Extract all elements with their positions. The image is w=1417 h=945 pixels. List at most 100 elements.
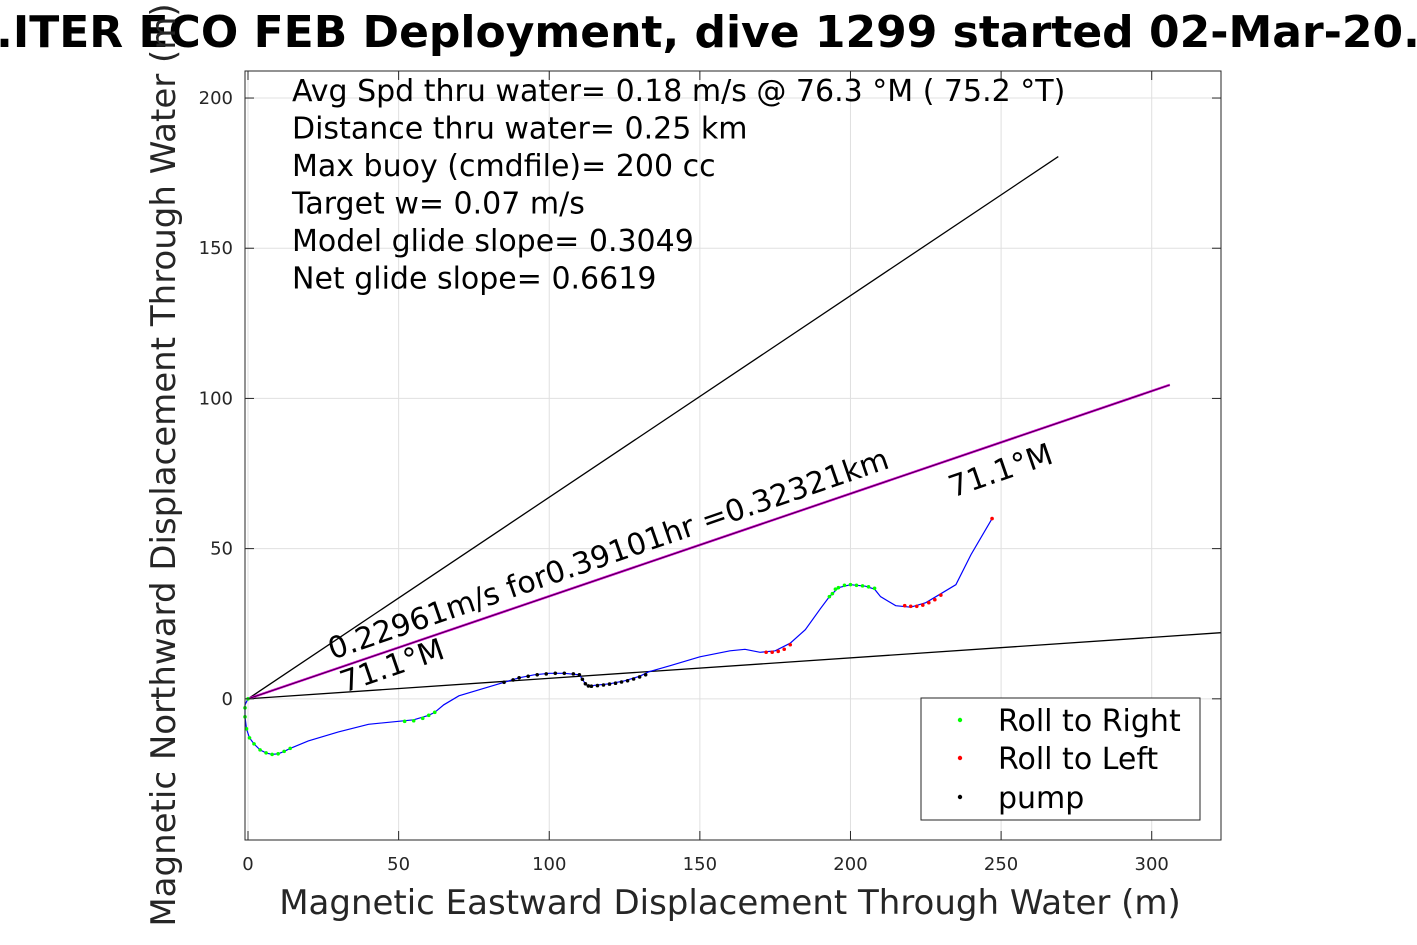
x-tick-label: 0	[242, 854, 253, 875]
pump-point	[607, 682, 612, 686]
pump-point	[637, 675, 642, 679]
tick-marks	[245, 71, 1221, 840]
legend-marker-pump	[957, 794, 963, 800]
series-guide-upper	[247, 156, 1059, 700]
pump-point	[562, 671, 567, 676]
series-guide-lower	[247, 632, 1222, 700]
roll-left-point	[990, 516, 994, 521]
legend-label-roll-left: Roll to Left	[998, 742, 1158, 777]
info-line: Distance thru water= 0.25 km	[292, 112, 747, 147]
y-axis-label: Magnetic Northward Displacement Through …	[144, 3, 184, 926]
pump-point	[553, 671, 558, 676]
roll-left-point	[770, 650, 774, 655]
info-line: Target w= 0.07 m/s	[291, 187, 585, 222]
series-current-vector-core	[247, 384, 1170, 700]
roll-left-point	[764, 650, 768, 655]
roll-right-point	[420, 716, 425, 721]
info-text-block: Avg Spd thru water= 0.18 m/s @ 76.3 °M (…	[291, 74, 1065, 297]
pump-point	[619, 680, 624, 684]
roll-left-point	[788, 642, 793, 647]
roll-right-point	[258, 748, 262, 752]
y-tick-label: 0	[222, 689, 233, 710]
roll-right-point	[288, 746, 292, 751]
pump-point	[583, 681, 588, 686]
pump-point	[517, 675, 521, 680]
legend-label-roll-right: Roll to Right	[998, 704, 1181, 739]
roll-right-point	[276, 751, 280, 756]
pump-point	[589, 684, 594, 688]
grid	[245, 71, 1221, 840]
roll-left-point	[902, 603, 907, 608]
pump-point	[613, 681, 618, 685]
y-tick-label: 200	[199, 88, 233, 109]
pump-point	[625, 678, 630, 683]
legend-box	[920, 697, 1201, 821]
roll-right-point	[854, 583, 859, 588]
roll-right-point	[252, 742, 256, 746]
points-layer	[243, 516, 994, 757]
pump-point	[580, 677, 585, 682]
roll-right-point	[411, 718, 416, 723]
legend-marker-roll-left	[957, 755, 963, 761]
roll-right-point	[282, 749, 286, 754]
roll-left-point	[927, 600, 931, 605]
pump-point	[571, 672, 576, 676]
roll-right-point	[247, 736, 252, 740]
pump-point	[526, 674, 530, 679]
roll-right-point	[830, 591, 835, 596]
roll-right-point	[244, 727, 249, 731]
pump-point	[535, 672, 539, 677]
roll-right-point	[402, 719, 407, 724]
chart-title: ...ITER ECO FEB Deployment, dive 1299 st…	[0, 7, 1417, 58]
x-tick-label: 50	[387, 854, 410, 875]
y-tick-label: 100	[199, 388, 233, 409]
pump-point	[577, 672, 582, 677]
roll-right-point	[426, 713, 431, 718]
pump-point	[601, 683, 606, 687]
roll-left-point	[914, 604, 919, 609]
y-tick-labels: 0 50 100 150 200	[199, 88, 233, 710]
y-tick-label: 150	[199, 238, 233, 259]
pump-point	[511, 678, 515, 682]
legend: Roll to Right Roll to Left pump	[920, 697, 1201, 821]
roll-left-point	[920, 603, 925, 607]
info-line: Max buoy (cmdfile)= 200 cc	[292, 149, 716, 184]
pump-point	[643, 672, 648, 677]
plot-frame	[244, 70, 1222, 841]
y-tick-label: 50	[210, 539, 233, 560]
roll-left-point	[782, 647, 787, 652]
roll-right-point	[866, 584, 871, 589]
roll-right-point	[827, 594, 832, 599]
pump-point	[595, 683, 600, 688]
info-line: Model glide slope= 0.3049	[292, 224, 694, 259]
x-tick-label: 150	[683, 854, 717, 875]
roll-right-point	[872, 586, 877, 591]
x-tick-labels: 0 50 100 150 200 250 300	[242, 854, 1169, 875]
x-tick-label: 200	[833, 854, 867, 875]
roll-left-point	[908, 604, 913, 609]
legend-marker-roll-right	[957, 717, 963, 723]
roll-right-point	[833, 587, 838, 591]
pump-point	[544, 672, 549, 676]
legend-label-pump: pump	[998, 781, 1084, 816]
roll-right-point	[264, 751, 268, 755]
roll-left-point	[939, 593, 943, 597]
info-line: Net glide slope= 0.6619	[292, 262, 656, 297]
roll-right-point	[860, 584, 865, 588]
x-tick-label: 100	[532, 854, 566, 875]
pump-point	[502, 680, 506, 685]
roll-right-point	[836, 585, 841, 590]
roll-right-point	[842, 583, 847, 588]
roll-left-point	[933, 597, 937, 602]
roll-left-point	[776, 649, 780, 654]
pump-point	[631, 677, 636, 681]
pump-point	[586, 684, 591, 688]
guide-lines	[247, 156, 1222, 700]
x-tick-label: 300	[1135, 854, 1169, 875]
roll-right-point	[848, 582, 853, 587]
roll-right-point	[432, 710, 437, 715]
x-tick-label: 250	[984, 854, 1018, 875]
roll-right-point	[270, 752, 274, 757]
x-axis-label: Magnetic Eastward Displacement Through W…	[279, 883, 1181, 923]
